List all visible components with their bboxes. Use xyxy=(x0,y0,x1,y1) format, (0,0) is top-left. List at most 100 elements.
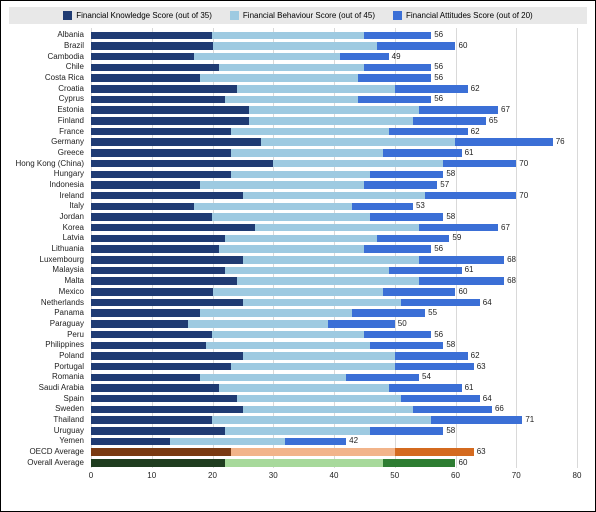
bar-segment xyxy=(352,309,425,316)
bar-row: Philippines58 xyxy=(91,340,577,351)
bar-segment xyxy=(383,288,456,295)
stacked-bar: 60 xyxy=(91,288,456,295)
bar-segment xyxy=(395,363,474,370)
bar-segment xyxy=(401,299,480,306)
y-label: Lithuania xyxy=(9,245,87,253)
bar-segment xyxy=(231,128,389,135)
bar-segment xyxy=(91,374,200,381)
bar-segment xyxy=(225,459,383,466)
bar-segment xyxy=(91,42,213,49)
stacked-bar: 70 xyxy=(91,160,516,167)
bar-segment xyxy=(91,363,231,370)
bar-value: 58 xyxy=(446,341,455,349)
y-label: Finland xyxy=(9,117,87,125)
bar-value: 56 xyxy=(434,95,443,103)
stacked-bar: 58 xyxy=(91,342,443,349)
legend-label: Financial Knowledge Score (out of 35) xyxy=(76,11,212,20)
legend-item: Financial Behaviour Score (out of 45) xyxy=(230,11,375,20)
bar-row: Mexico60 xyxy=(91,287,577,298)
stacked-bar: 62 xyxy=(91,352,468,359)
bar-segment xyxy=(358,96,431,103)
bar-value: 64 xyxy=(483,299,492,307)
bar-segment xyxy=(91,192,243,199)
bar-row: Lithuania56 xyxy=(91,244,577,255)
bar-segment xyxy=(261,138,455,145)
bar-row: Thailand71 xyxy=(91,415,577,426)
x-tick: 80 xyxy=(573,471,582,480)
bar-row: Hungary58 xyxy=(91,169,577,180)
y-label: Thailand xyxy=(9,416,87,424)
stacked-bar: 63 xyxy=(91,448,474,455)
bar-value: 62 xyxy=(471,352,480,360)
stacked-bar: 61 xyxy=(91,267,462,274)
bar-segment xyxy=(219,384,389,391)
bar-row: Greece61 xyxy=(91,148,577,159)
y-label: Overall Average xyxy=(9,459,87,467)
y-label: Spain xyxy=(9,395,87,403)
bar-row: Finland65 xyxy=(91,116,577,127)
bar-row: Peru56 xyxy=(91,329,577,340)
bar-value: 70 xyxy=(519,160,528,168)
bar-segment xyxy=(200,309,352,316)
bar-value: 76 xyxy=(556,138,565,146)
bar-segment xyxy=(377,42,456,49)
legend-swatch xyxy=(230,11,239,20)
bar-segment xyxy=(431,416,522,423)
bar-segment xyxy=(419,106,498,113)
bar-segment xyxy=(91,309,200,316)
bar-segment xyxy=(358,74,431,81)
bar-segment xyxy=(443,160,516,167)
bar-segment xyxy=(91,320,188,327)
bar-segment xyxy=(383,149,462,156)
y-label: Albania xyxy=(9,31,87,39)
stacked-bar: 56 xyxy=(91,32,431,39)
bar-row: Paraguay50 xyxy=(91,319,577,330)
y-label: Korea xyxy=(9,224,87,232)
bar-row: Luxembourg68 xyxy=(91,254,577,265)
bar-row: Costa Rica56 xyxy=(91,73,577,84)
bar-value: 65 xyxy=(489,117,498,125)
y-label: Croatia xyxy=(9,85,87,93)
bar-segment xyxy=(425,192,516,199)
bar-segment xyxy=(225,96,359,103)
y-label: Cambodia xyxy=(9,53,87,61)
bar-segment xyxy=(237,277,419,284)
bar-segment xyxy=(340,53,389,60)
bar-value: 62 xyxy=(471,128,480,136)
bar-segment xyxy=(419,277,504,284)
bar-segment xyxy=(91,235,225,242)
bar-row: Netherlands64 xyxy=(91,297,577,308)
bar-segment xyxy=(401,395,480,402)
bar-row: Chile56 xyxy=(91,62,577,73)
y-label: OECD Average xyxy=(9,448,87,456)
stacked-bar: 66 xyxy=(91,406,492,413)
y-label: Panama xyxy=(9,309,87,317)
bar-segment xyxy=(243,406,413,413)
bar-row: Albania56 xyxy=(91,30,577,41)
stacked-bar: 67 xyxy=(91,106,498,113)
bar-value: 60 xyxy=(459,288,468,296)
stacked-bar: 56 xyxy=(91,74,431,81)
bar-segment xyxy=(413,406,492,413)
bar-value: 58 xyxy=(446,170,455,178)
bar-segment xyxy=(91,213,212,220)
bar-segment xyxy=(364,245,431,252)
bar-row: Korea67 xyxy=(91,222,577,233)
bar-segment xyxy=(91,181,200,188)
y-label: Poland xyxy=(9,352,87,360)
y-label: Uruguay xyxy=(9,427,87,435)
bar-segment xyxy=(91,448,231,455)
bar-row: France62 xyxy=(91,126,577,137)
bar-segment xyxy=(383,459,456,466)
bar-segment xyxy=(419,224,498,231)
bar-segment xyxy=(91,138,261,145)
bar-segment xyxy=(91,416,212,423)
y-label: Saudi Arabia xyxy=(9,384,87,392)
bar-rows: Albania56Brazil60Cambodia49Chile56Costa … xyxy=(91,30,577,468)
bar-value: 68 xyxy=(507,256,516,264)
stacked-bar: 61 xyxy=(91,384,462,391)
bar-segment xyxy=(206,342,370,349)
gridline xyxy=(577,28,578,468)
x-tick: 40 xyxy=(330,471,339,480)
stacked-bar: 50 xyxy=(91,320,395,327)
